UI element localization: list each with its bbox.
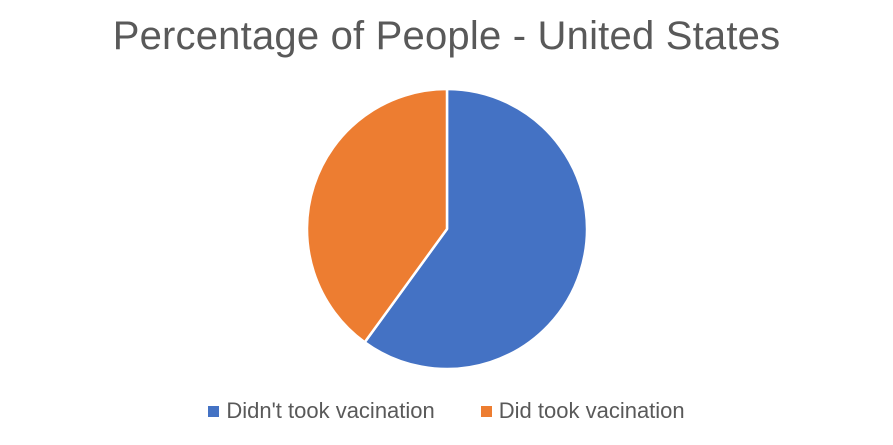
legend-label-didnt-took: Didn't took vacination (226, 398, 435, 423)
pie-slice-didnt-took (363, 87, 589, 371)
pie-slice-did-took (305, 87, 449, 344)
chart-title: Percentage of People - United States (112, 14, 781, 58)
legend: Didn't took vacination Did took vacinati… (0, 398, 893, 424)
legend-item-did-took: Did took vacination (480, 398, 685, 424)
legend-label-did-took: Did took vacination (498, 398, 685, 423)
legend-swatch-did-took (480, 405, 492, 417)
legend-item-didnt-took: Didn't took vacination (208, 398, 435, 424)
legend-swatch-didnt-took (208, 405, 220, 417)
